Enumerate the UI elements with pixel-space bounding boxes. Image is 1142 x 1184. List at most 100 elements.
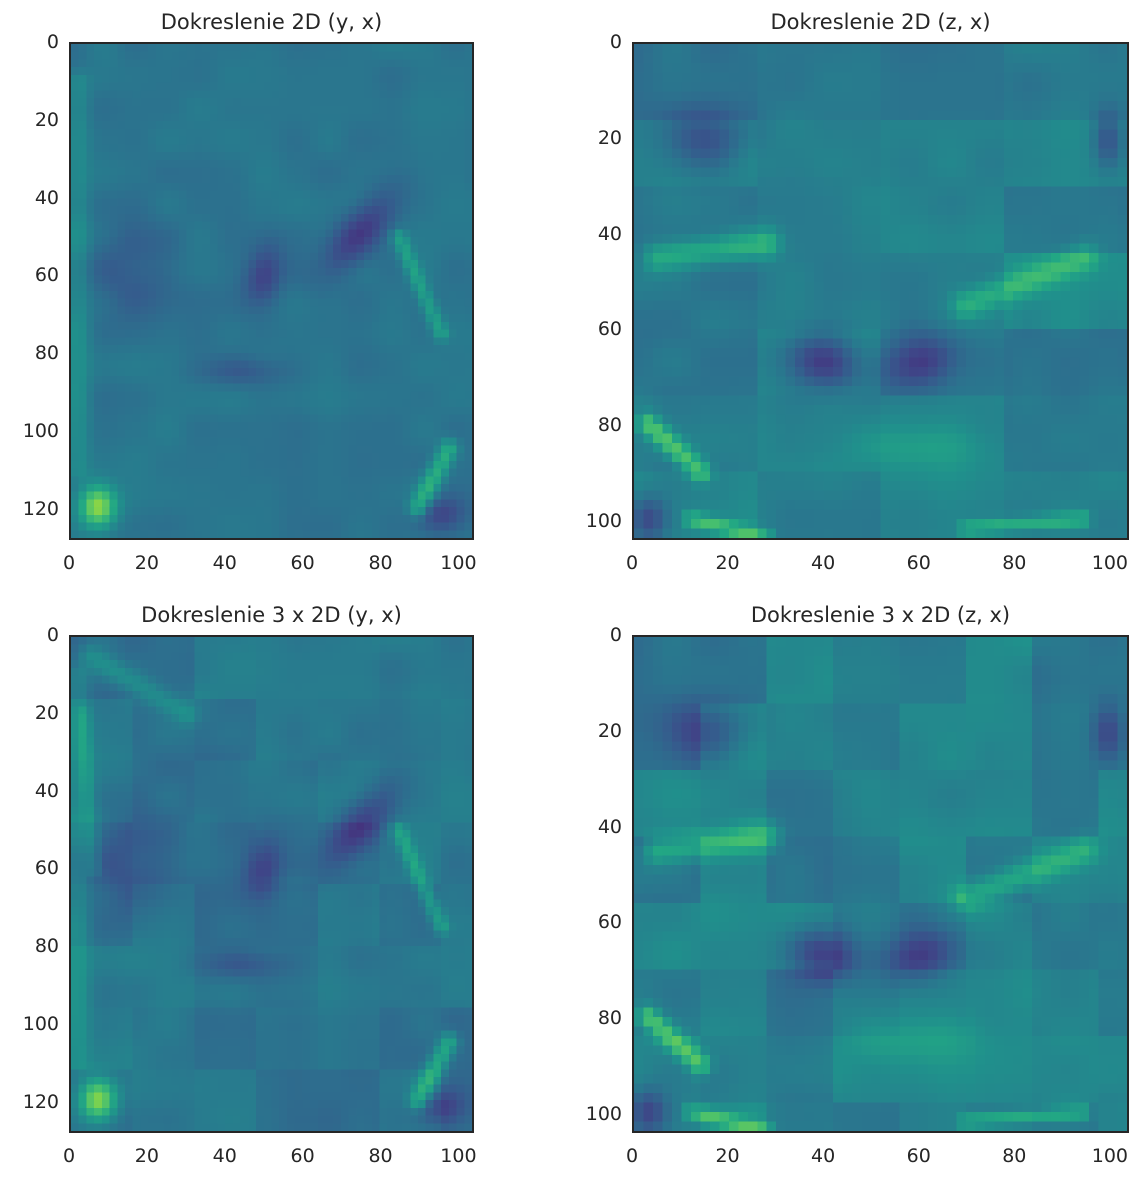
heatmap-cell [814, 120, 825, 130]
heatmap-cell [279, 468, 288, 477]
heatmap-cell [248, 167, 257, 176]
heatmap-cell [937, 224, 948, 235]
heatmap-cell [294, 337, 303, 346]
heatmap-cell [194, 491, 203, 500]
heatmap-cell [71, 175, 80, 184]
heatmap-cell [124, 74, 134, 83]
heatmap-cell [124, 491, 134, 500]
heatmap-cell [71, 283, 80, 292]
heatmap-cell [286, 105, 296, 114]
heatmap-cell [248, 213, 257, 222]
heatmap-cell [804, 72, 815, 83]
heatmap-cell [302, 429, 311, 439]
heatmap-cell [387, 59, 396, 68]
heatmap-cell [402, 445, 411, 454]
heatmap-cell [364, 352, 373, 361]
heatmap-cell [410, 375, 419, 385]
heatmap-cell [78, 445, 87, 454]
heatmap-cell [171, 483, 180, 493]
heatmap-cell [194, 221, 203, 230]
heatmap-cell [464, 182, 472, 192]
x-tick-label: 40 [212, 552, 237, 574]
heatmap-cell [364, 460, 373, 469]
heatmap-cell [248, 414, 257, 423]
heatmap-cell [908, 300, 919, 311]
heatmap-cell [364, 236, 373, 246]
heatmap-cell [984, 272, 995, 282]
heatmap-cell [700, 319, 711, 330]
heatmap-cell [1079, 72, 1090, 83]
heatmap-cell [394, 74, 403, 83]
heatmap-cell [294, 90, 303, 99]
heatmap-cell [984, 158, 995, 168]
heatmap-cell [918, 224, 929, 235]
heatmap-cell [209, 252, 218, 261]
heatmap-cell [209, 352, 218, 361]
heatmap-cell [671, 243, 682, 254]
heatmap-cell [852, 120, 863, 130]
heatmap-cell [379, 82, 388, 91]
heatmap-cell [425, 483, 434, 493]
heatmap-cell [946, 167, 957, 178]
heatmap-cell [202, 98, 211, 107]
heatmap-cell [1108, 300, 1118, 311]
heatmap-cell [109, 483, 118, 493]
heatmap-cell [148, 329, 157, 338]
heatmap-cell [202, 414, 211, 423]
heatmap-cell [279, 198, 288, 207]
heatmap-cell [823, 310, 834, 320]
heatmap-cell [709, 272, 720, 282]
heatmap-cell [217, 522, 226, 531]
heatmap-cell [333, 51, 342, 60]
heatmap-cell [356, 530, 365, 538]
heatmap-cell [456, 59, 465, 68]
heatmap-cell [1013, 205, 1024, 216]
heatmap-cell [965, 338, 976, 349]
heatmap-cell [747, 177, 758, 187]
heatmap-cell [1089, 243, 1100, 254]
heatmap-cell [662, 186, 673, 197]
heatmap-cell [861, 72, 872, 83]
heatmap-cell [833, 158, 844, 168]
heatmap-cell [766, 243, 777, 254]
heatmap-cell [1070, 177, 1081, 187]
heatmap-cell [643, 177, 654, 187]
heatmap-cell [410, 399, 419, 408]
heatmap-cell [379, 236, 388, 246]
heatmap-cell [719, 253, 730, 263]
heatmap-cell [402, 530, 411, 538]
heatmap-cell [410, 298, 419, 307]
heatmap-cell [348, 167, 357, 176]
heatmap-cell [371, 44, 380, 53]
heatmap-cell [937, 110, 948, 121]
heatmap-cell [1013, 158, 1024, 168]
heatmap-cell [148, 260, 157, 269]
heatmap-cell [202, 90, 211, 99]
heatmap-cell [155, 429, 164, 439]
heatmap-cell [956, 91, 967, 102]
heatmap-cell [271, 283, 280, 292]
heatmap-cell [681, 196, 692, 206]
heatmap-cell [225, 291, 234, 300]
heatmap-cell [117, 406, 126, 415]
heatmap-cell [880, 63, 891, 73]
heatmap-cell [240, 483, 249, 493]
heatmap-cell [379, 105, 388, 114]
heatmap-cell [294, 329, 303, 338]
heatmap-cell [340, 229, 350, 238]
heatmap-cell [410, 144, 419, 153]
heatmap-cell [418, 368, 427, 377]
heatmap-cell [908, 158, 919, 168]
heatmap-cell [286, 260, 296, 269]
heatmap-cell [719, 82, 730, 92]
heatmap-cell [861, 101, 872, 111]
heatmap-cell [148, 399, 157, 408]
heatmap-cell [333, 522, 342, 531]
heatmap-cell [124, 360, 134, 369]
heatmap-cell [927, 291, 938, 301]
heatmap-cell [124, 476, 134, 485]
heatmap-cell [286, 522, 296, 531]
heatmap-cell [402, 51, 411, 60]
heatmap-cell [194, 460, 203, 469]
heatmap-cell [927, 129, 938, 140]
